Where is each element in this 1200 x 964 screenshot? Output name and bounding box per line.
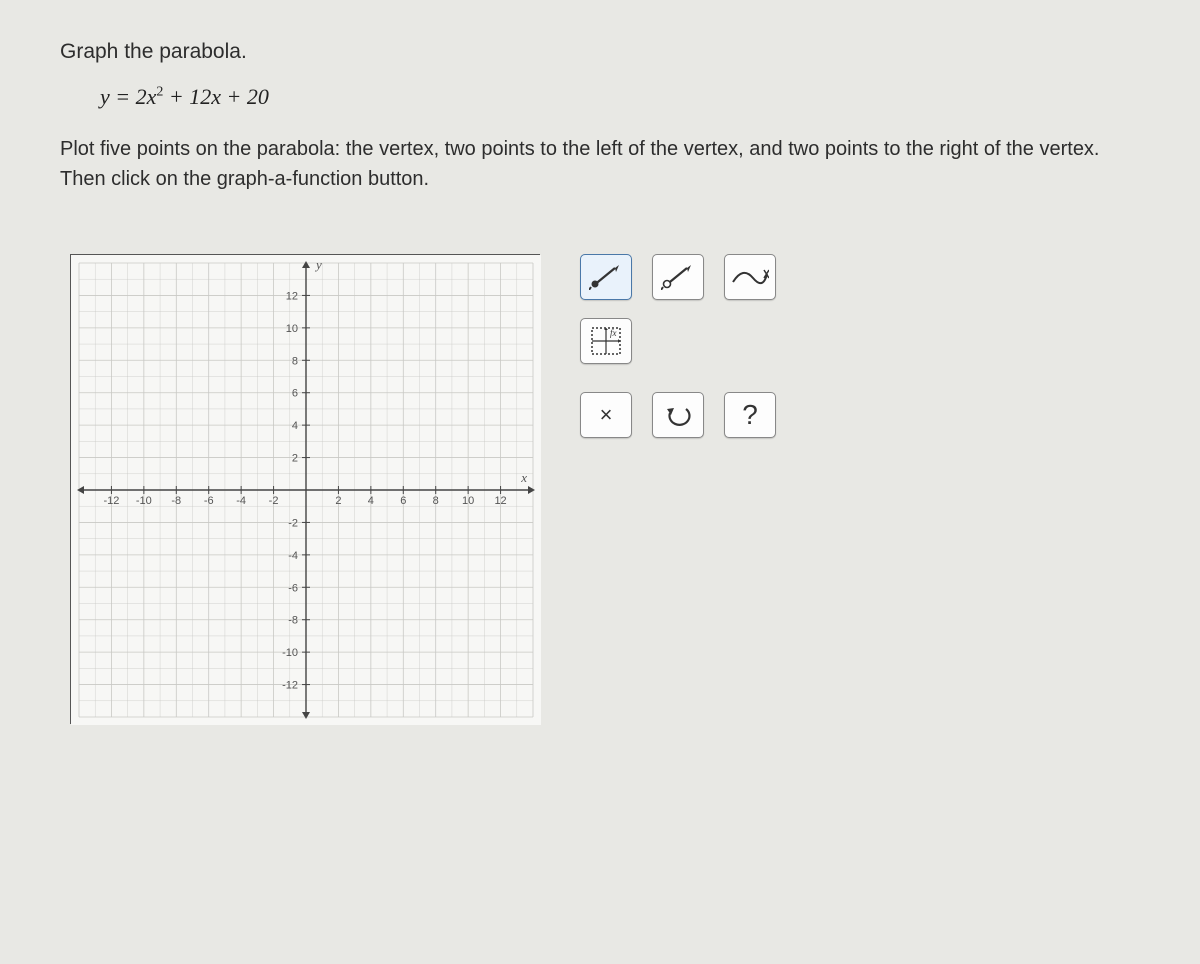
question-panel: Graph the parabola. y = 2x2 + 12x + 20 P… <box>0 0 1200 214</box>
svg-text:6: 6 <box>292 388 298 400</box>
svg-text:8: 8 <box>292 355 298 367</box>
svg-text:-12: -12 <box>282 680 298 692</box>
graph-grid[interactable]: -12 -10 -8 -6 -4 -2 2 4 6 8 10 12 -12 -10 -8 -6 -4 -2 2 4 6 8… <box>71 255 541 725</box>
svg-text:6: 6 <box>400 495 406 507</box>
curve-tool[interactable] <box>724 254 776 300</box>
svg-text:-4: -4 <box>236 495 246 507</box>
svg-text:y: y <box>314 257 322 272</box>
svg-text:2: 2 <box>335 495 341 507</box>
curve-icon <box>731 264 769 290</box>
svg-text:-6: -6 <box>204 495 214 507</box>
help-button[interactable]: ? <box>724 392 776 438</box>
clear-button[interactable]: × <box>580 392 632 438</box>
point-open-icon <box>661 264 695 290</box>
svg-text:10: 10 <box>286 323 298 335</box>
close-icon: × <box>600 402 613 428</box>
question-title: Graph the parabola. <box>60 40 1140 64</box>
svg-text:-2: -2 <box>269 495 279 507</box>
svg-text:12: 12 <box>286 290 298 302</box>
svg-text:4: 4 <box>292 420 298 432</box>
svg-text:8: 8 <box>433 495 439 507</box>
svg-text:x: x <box>520 470 527 485</box>
toolbox: fx × ? <box>580 254 800 444</box>
svg-text:-6: -6 <box>288 582 298 594</box>
point-fill-icon <box>589 264 623 290</box>
equation: y = 2x2 + 12x + 20 <box>60 84 1140 110</box>
svg-text:-4: -4 <box>288 550 298 562</box>
svg-text:fx: fx <box>610 328 617 338</box>
point-fill-tool[interactable] <box>580 254 632 300</box>
point-open-tool[interactable] <box>652 254 704 300</box>
graph-function-icon: fx <box>588 324 624 358</box>
svg-text:-10: -10 <box>136 495 152 507</box>
svg-text:-2: -2 <box>288 517 298 529</box>
work-area: -12 -10 -8 -6 -4 -2 2 4 6 8 10 12 -12 -10 -8 -6 -4 -2 2 4 6 8… <box>0 254 1200 724</box>
undo-button[interactable] <box>652 392 704 438</box>
svg-text:4: 4 <box>368 495 374 507</box>
svg-text:12: 12 <box>494 495 506 507</box>
svg-text:-8: -8 <box>171 495 181 507</box>
instructions: Plot five points on the parabola: the ve… <box>60 134 1140 194</box>
svg-text:10: 10 <box>462 495 474 507</box>
svg-text:-8: -8 <box>288 615 298 627</box>
svg-text:-10: -10 <box>282 647 298 659</box>
help-icon: ? <box>742 399 758 431</box>
svg-text:2: 2 <box>292 453 298 465</box>
graph-function-button[interactable]: fx <box>580 318 632 364</box>
svg-text:-12: -12 <box>103 495 119 507</box>
undo-icon <box>664 403 692 427</box>
graph-canvas[interactable]: -12 -10 -8 -6 -4 -2 2 4 6 8 10 12 -12 -10 -8 -6 -4 -2 2 4 6 8… <box>70 254 540 724</box>
